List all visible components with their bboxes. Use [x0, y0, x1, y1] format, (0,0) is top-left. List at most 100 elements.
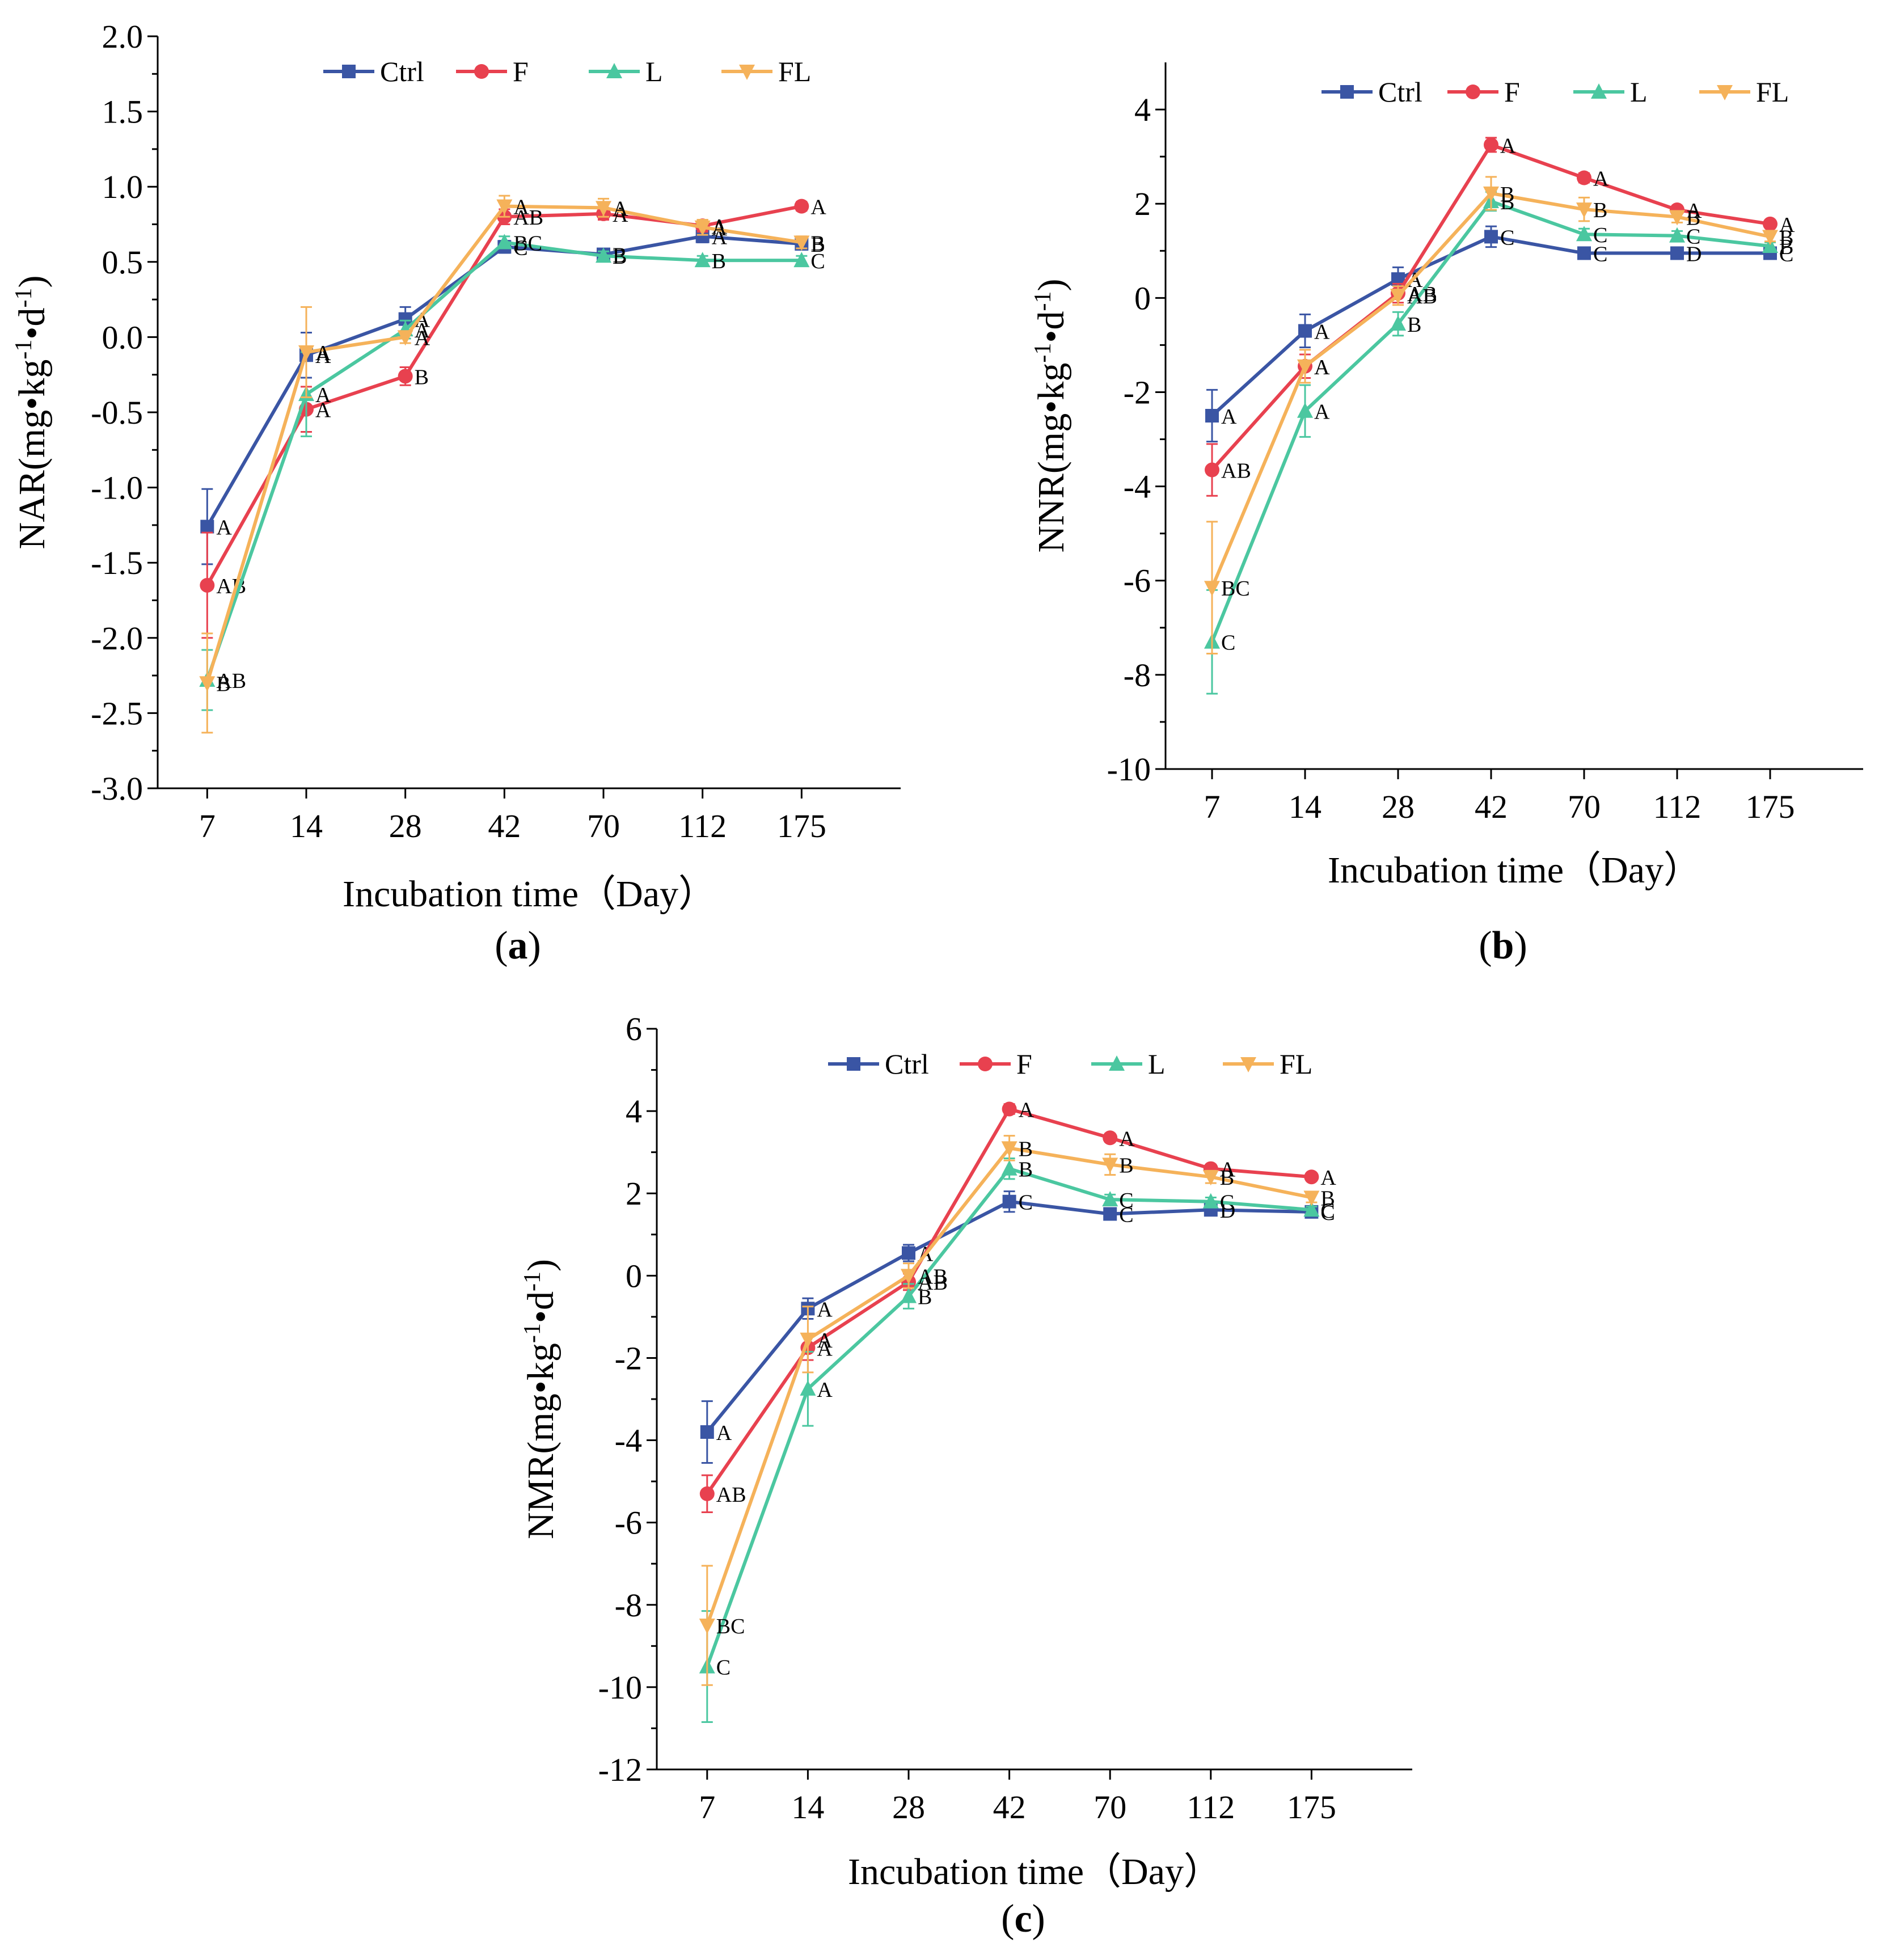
- panel-label-open: (: [495, 924, 508, 968]
- chart-b-y-tick-label: 2: [1134, 185, 1151, 222]
- chart-a-point-F: [794, 198, 809, 214]
- chart-a-sig-letter: A: [315, 383, 331, 407]
- chart-a-point-FL: [298, 345, 314, 361]
- chart-b-sig-letter: A: [1500, 134, 1516, 158]
- chart-a-sig-letter: A: [315, 341, 331, 365]
- chart-c-sig-letter: B: [1220, 1166, 1234, 1190]
- chart-a-panel-label: (a): [495, 924, 541, 968]
- chart-b-legend-marker-Ctrl: [1340, 85, 1354, 99]
- chart-a-point-FL: [199, 676, 216, 692]
- chart-c-sig-letter: BC: [716, 1615, 745, 1638]
- chart-b-x-axis-title: Incubation time（Day）: [1328, 850, 1701, 891]
- chart-a-point-FL: [793, 235, 810, 251]
- chart-b-sig-letter: A: [1593, 167, 1609, 191]
- panel-label-letter: c: [1014, 1897, 1032, 1941]
- chart-a-legend-label-FL: FL: [778, 56, 811, 87]
- chart-a-sig-letter: A: [712, 217, 728, 240]
- chart-c-legend-marker-L: [1109, 1055, 1125, 1071]
- chart-a-sig-letter: A: [415, 326, 430, 350]
- chart-c-legend-marker-F: [978, 1057, 993, 1071]
- chart-b-y-tick-label: -2: [1124, 374, 1151, 411]
- chart-c-y-tick-label: 0: [626, 1257, 642, 1294]
- chart-b-point-FL: [1669, 210, 1685, 226]
- chart-b-y-axis-title-part: -1: [1030, 292, 1056, 311]
- chart-c-point-L: [1202, 1193, 1219, 1209]
- chart-a-point-FL: [596, 201, 611, 217]
- chart-c-y-axis-title: NMR(mg•kg-1•d-1): [520, 1259, 561, 1539]
- chart-c-sig-letter: AB: [918, 1271, 948, 1295]
- chart-a-point-L: [694, 252, 711, 268]
- chart-c-point-F: [1304, 1169, 1319, 1185]
- chart-a-sig-letter: BC: [513, 231, 542, 255]
- chart-c-y-tick-label: 4: [626, 1093, 642, 1130]
- chart-b-sig-letter: B: [1407, 313, 1421, 337]
- chart-a-x-axis-title: Incubation time（Day）: [343, 873, 716, 915]
- panel-label-close: ): [528, 924, 541, 968]
- chart-b-x-tick-label: 175: [1746, 788, 1795, 825]
- chart-b-y-tick-label: -6: [1124, 563, 1151, 599]
- chart-c-sig-letter: B: [1119, 1154, 1133, 1177]
- chart-a-sig-letter: A: [513, 196, 529, 219]
- chart-b-y-tick-label: -8: [1124, 657, 1151, 694]
- chart-b-point-F: [1205, 462, 1219, 478]
- chart-a: -3.0 -2.5 -2.0 -1.5 -1.0 -0.5 0.0 0.5 1.0 1.5 2.0 7…: [11, 18, 901, 968]
- chart-a-sig-letter: AB: [216, 669, 246, 693]
- chart-b-sig-letter: A: [1221, 405, 1237, 429]
- chart-b-legend: Ctrl F L FL: [1322, 76, 1789, 108]
- chart-b: -10 -8 -6 -4 -2 0 2 4 7 14 28 42 70 112 175 Incubation …: [1030, 62, 1863, 968]
- chart-b-legend-label-L: L: [1630, 76, 1648, 108]
- chart-b-point-Ctrl: [1205, 409, 1219, 423]
- chart-b-y-tick-label: -4: [1124, 468, 1151, 505]
- chart-a-y-tick-label: -2.5: [91, 695, 143, 732]
- chart-a-sig-letter: B: [810, 233, 825, 257]
- chart-a-y-tick-label: -1.5: [91, 544, 143, 581]
- chart-a-sig-letter: A: [216, 516, 232, 540]
- chart-a-y-tick-label: 0.5: [102, 244, 143, 281]
- chart-b-point-L: [1762, 237, 1778, 253]
- chart-b-sig-letter: C: [1779, 242, 1793, 266]
- chart-b-sig-letter: B: [1593, 198, 1607, 222]
- chart-a-sig-letter: C: [810, 250, 825, 273]
- chart-a-legend-marker-F: [474, 64, 489, 79]
- chart-b-sig-letter: A: [1314, 356, 1330, 379]
- chart-b-x-tick-label: 112: [1653, 788, 1702, 825]
- chart-b-panel-label: (b): [1479, 924, 1527, 968]
- chart-c-y-tick-label: -2: [615, 1340, 642, 1376]
- chart-b-x-tick-label: 7: [1204, 788, 1221, 825]
- chart-b-y-axis-title-part: •d: [1031, 311, 1072, 343]
- chart-b-y-axis-title-part: ): [1031, 279, 1072, 292]
- chart-a-y-tick-label: 0.0: [102, 319, 143, 356]
- chart-b-sig-letter: C: [1593, 242, 1607, 266]
- chart-c-legend-label-Ctrl: Ctrl: [885, 1048, 929, 1080]
- chart-c-point-FL: [1303, 1190, 1320, 1206]
- chart-b-sig-letter: C: [1221, 631, 1235, 655]
- chart-b-legend-marker-F: [1466, 85, 1480, 99]
- chart-c-y-tick-label: -8: [615, 1587, 642, 1624]
- chart-c-point-Ctrl: [902, 1246, 915, 1260]
- chart-a-point-FL: [496, 199, 513, 215]
- chart-c-sig-letter: AB: [918, 1265, 948, 1289]
- chart-c-point-Ctrl: [1002, 1194, 1016, 1209]
- chart-c-x-tick-label: 28: [892, 1789, 925, 1826]
- chart-c-y-tick-label: -4: [615, 1422, 642, 1459]
- chart-c-point-F: [1103, 1130, 1118, 1146]
- chart-b-sig-letter: AB: [1221, 459, 1251, 483]
- chart-a-y-tick-label: -3.0: [91, 770, 143, 807]
- chart-c-point-FL: [1102, 1158, 1118, 1173]
- chart-c-y-tick-label: -6: [615, 1505, 642, 1541]
- chart-c-point-F: [1002, 1101, 1017, 1117]
- chart-b-y-tick-label: 0: [1134, 280, 1151, 316]
- chart-b-legend-label-Ctrl: Ctrl: [1378, 76, 1422, 108]
- chart-c-y-axis-title-part: -1: [520, 1323, 546, 1343]
- chart-c-y-axis-title-part: ): [520, 1259, 561, 1272]
- chart-c-point-L: [1001, 1160, 1018, 1176]
- chart-c-point-L: [1303, 1201, 1320, 1217]
- chart-c-point-FL: [901, 1269, 917, 1285]
- chart-c-y-tick-label: -12: [598, 1751, 642, 1788]
- chart-c-sig-letter: C: [1119, 1189, 1133, 1213]
- chart-c-legend-marker-Ctrl: [847, 1057, 860, 1071]
- chart-a-y-tick-label: 1.0: [102, 168, 143, 205]
- chart-c-sig-letter: A: [817, 1298, 833, 1321]
- chart-b-y-axis-title: NNR(mg•kg-1•d-1): [1030, 279, 1072, 553]
